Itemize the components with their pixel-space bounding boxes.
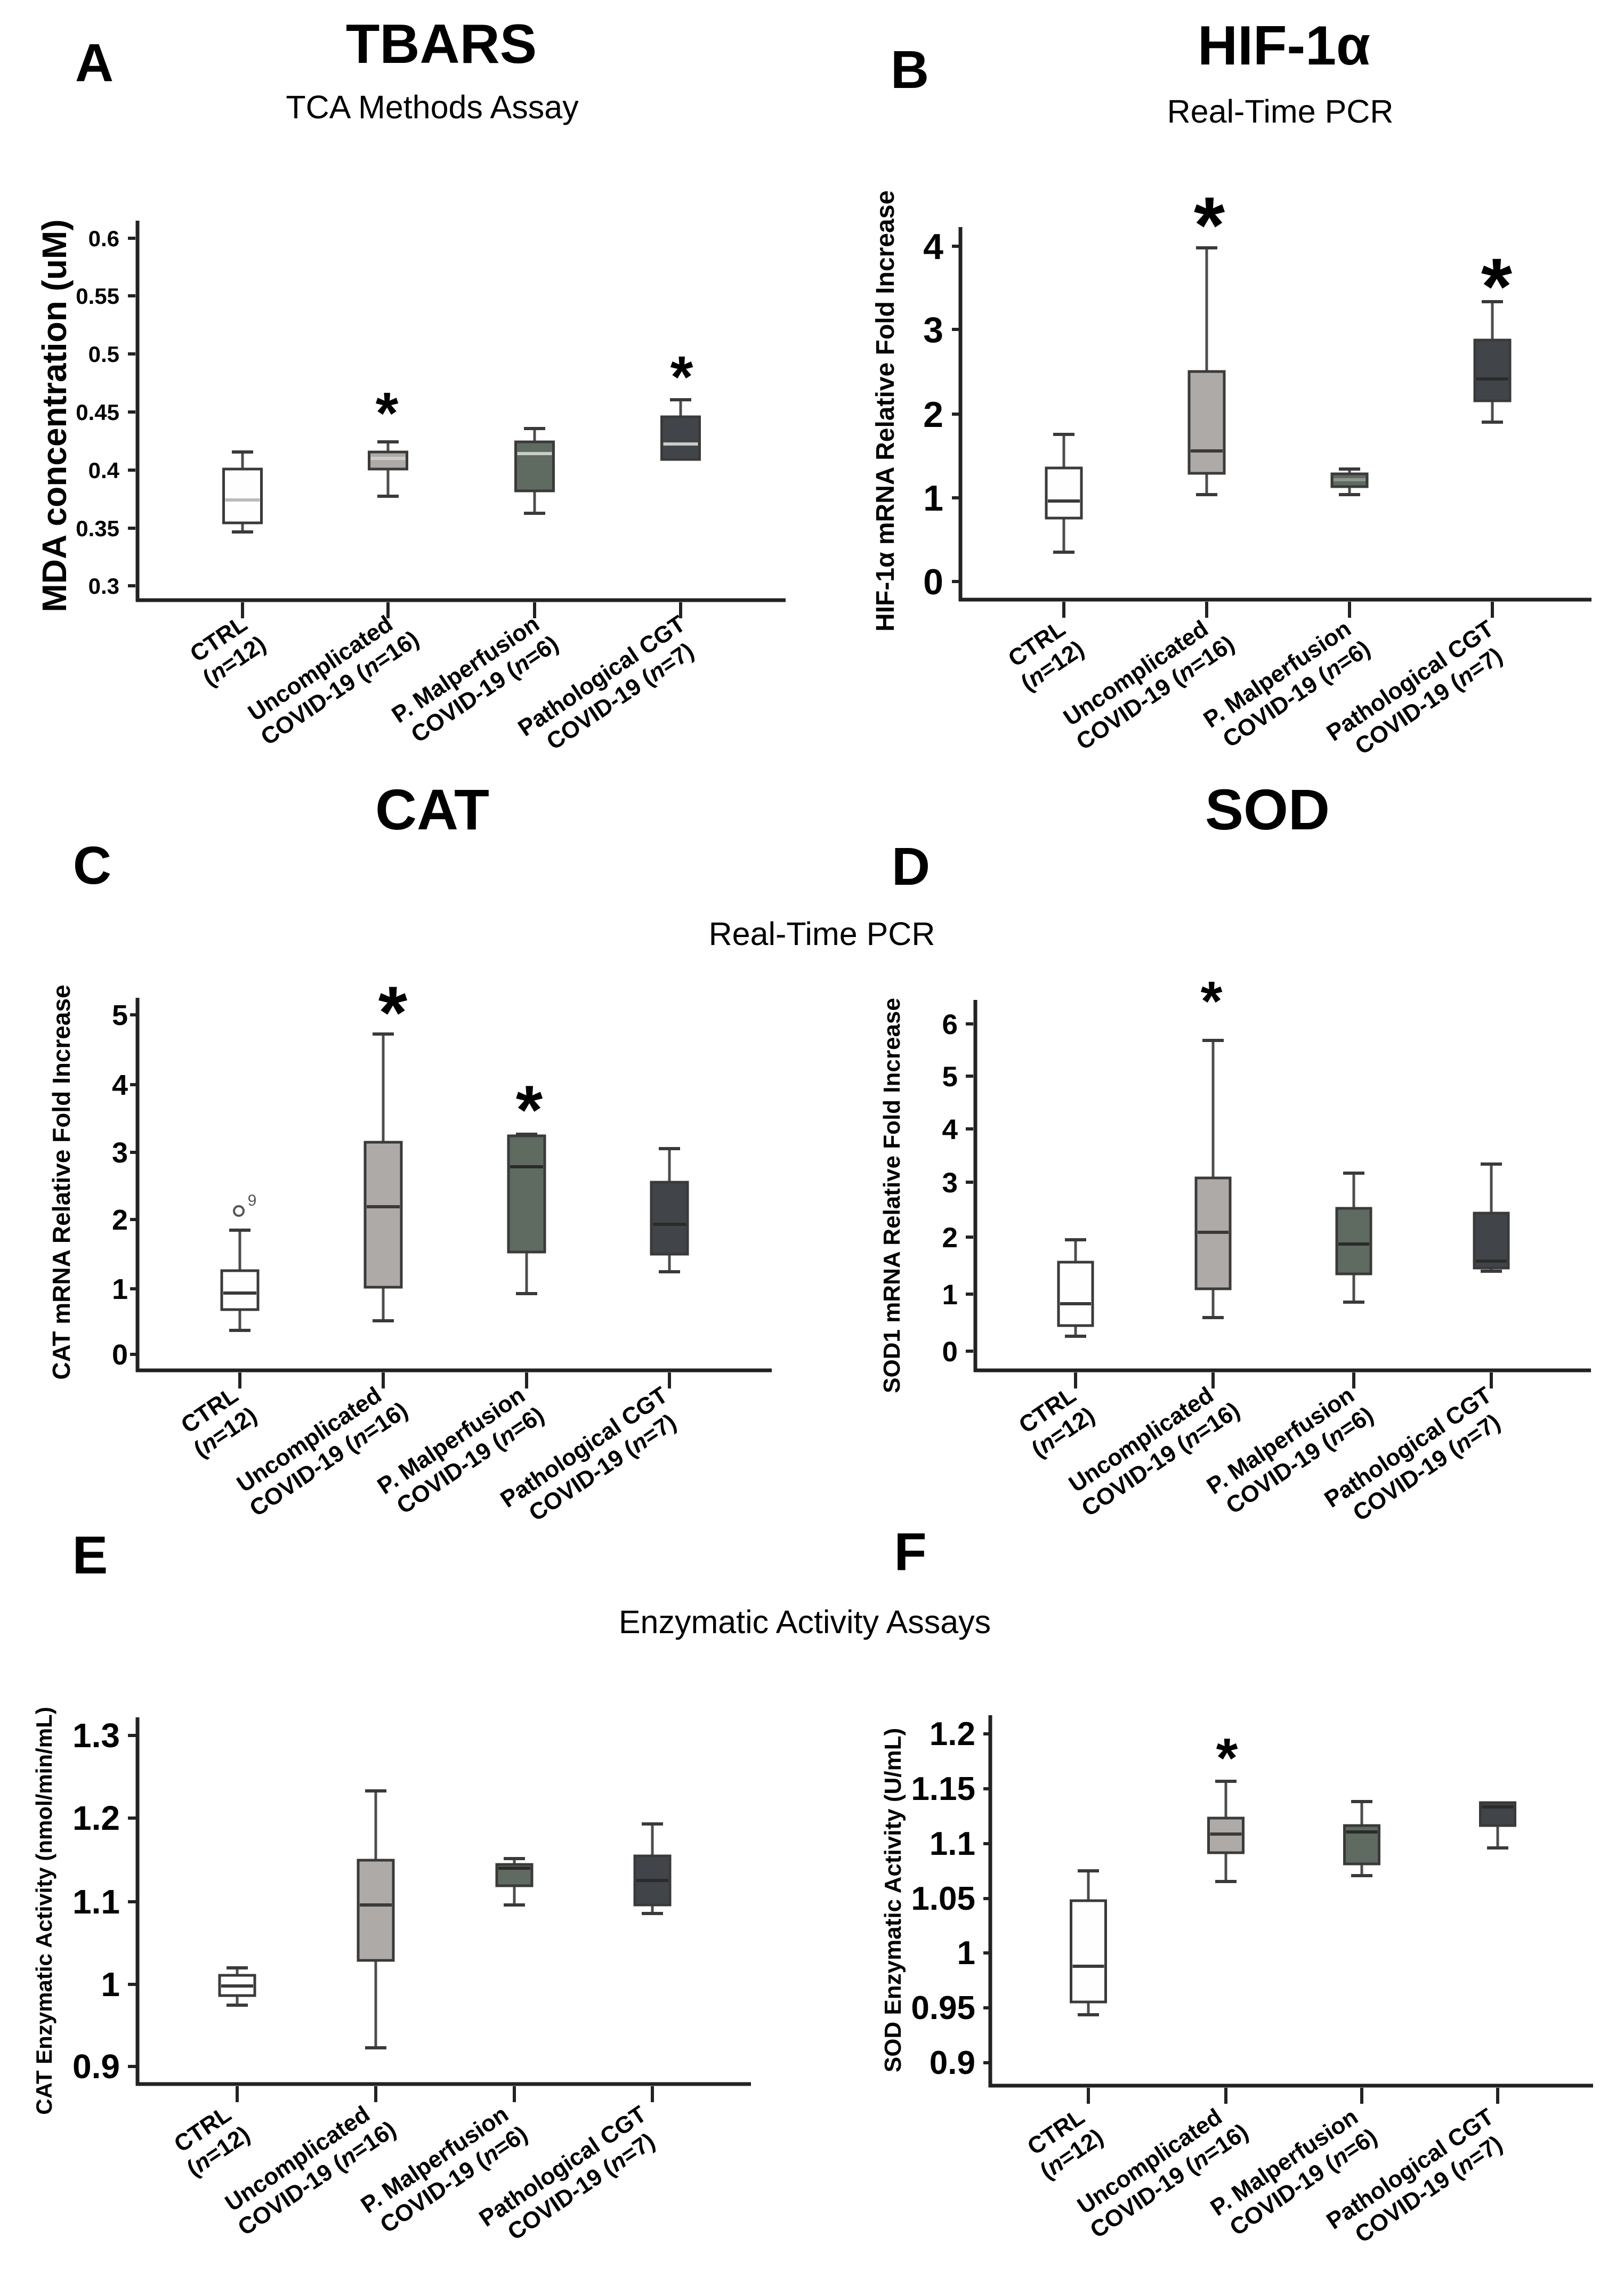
svg-text:SOD1 mRNA Relative Fold Increa: SOD1 mRNA Relative Fold Increase <box>879 998 905 1393</box>
svg-text:*: * <box>516 1071 543 1149</box>
svg-text:*: * <box>670 344 693 410</box>
svg-text:*: * <box>1481 241 1513 331</box>
svg-text:3: 3 <box>923 310 943 350</box>
svg-text:0.35: 0.35 <box>76 516 119 541</box>
svg-text:*: * <box>376 381 399 446</box>
svg-text:C: C <box>73 836 111 895</box>
svg-text:9: 9 <box>248 1192 257 1209</box>
svg-text:CAT Enzymatic Activity (nmol/m: CAT Enzymatic Activity (nmol/min/mL) <box>31 1707 56 2114</box>
svg-text:3: 3 <box>942 1167 958 1199</box>
svg-text:1.15: 1.15 <box>911 1771 975 1807</box>
svg-text:4: 4 <box>942 1114 958 1145</box>
svg-text:B: B <box>891 40 929 100</box>
svg-text:0: 0 <box>923 562 943 602</box>
svg-text:D: D <box>892 837 930 897</box>
svg-text:0.4: 0.4 <box>88 458 120 483</box>
svg-text:0.9: 0.9 <box>930 2045 975 2081</box>
svg-text:Enzymatic Activity Assays: Enzymatic Activity Assays <box>619 1604 991 1640</box>
svg-text:6: 6 <box>942 1009 958 1040</box>
svg-text:CAT mRNA Relative Fold Increas: CAT mRNA Relative Fold Increase <box>47 984 75 1379</box>
svg-text:3: 3 <box>112 1137 128 1169</box>
svg-text:0.3: 0.3 <box>88 574 119 599</box>
svg-text:2: 2 <box>942 1222 958 1254</box>
svg-text:TBARS: TBARS <box>346 13 537 75</box>
svg-text:F: F <box>894 1522 926 1582</box>
svg-text:TCA Methods Assay: TCA Methods Assay <box>286 89 579 125</box>
svg-text:0.9: 0.9 <box>72 2047 120 2086</box>
svg-text:*: * <box>1216 1727 1238 1789</box>
svg-text:0.55: 0.55 <box>76 284 119 309</box>
svg-text:1.1: 1.1 <box>72 1883 120 1921</box>
svg-text:4: 4 <box>112 1069 128 1101</box>
svg-text:0.95: 0.95 <box>911 1990 975 2026</box>
svg-text:4: 4 <box>923 227 943 267</box>
svg-text:MDA concentration (uM): MDA concentration (uM) <box>35 219 74 612</box>
svg-text:SOD: SOD <box>1205 777 1330 842</box>
svg-text:*: * <box>378 971 408 1054</box>
svg-text:1: 1 <box>112 1273 128 1305</box>
svg-text:2: 2 <box>923 394 943 435</box>
svg-text:1.2: 1.2 <box>72 1799 120 1837</box>
svg-text:1: 1 <box>101 1965 120 2004</box>
svg-text:HIF-1α mRNA Relative Fold Incr: HIF-1α mRNA Relative Fold Increase <box>871 190 900 632</box>
svg-text:0.6: 0.6 <box>88 226 119 251</box>
svg-text:5: 5 <box>112 999 128 1031</box>
svg-text:Real-Time PCR: Real-Time PCR <box>1167 93 1394 130</box>
svg-text:1: 1 <box>942 1279 958 1311</box>
svg-text:1.1: 1.1 <box>930 1826 975 1862</box>
svg-text:*: * <box>1201 970 1223 1032</box>
svg-text:E: E <box>72 1525 108 1585</box>
svg-text:2: 2 <box>112 1204 128 1236</box>
svg-text:0.45: 0.45 <box>76 400 119 425</box>
svg-text:1.05: 1.05 <box>911 1880 975 1917</box>
svg-text:1: 1 <box>923 478 943 519</box>
svg-text:0: 0 <box>942 1336 958 1368</box>
svg-text:1.3: 1.3 <box>72 1716 120 1755</box>
svg-text:1: 1 <box>957 1935 975 1972</box>
svg-text:5: 5 <box>942 1061 958 1093</box>
svg-text:HIF-1α: HIF-1α <box>1198 15 1370 77</box>
svg-text:CAT: CAT <box>375 777 489 842</box>
svg-text:0: 0 <box>112 1339 128 1371</box>
svg-text:0.5: 0.5 <box>88 342 119 367</box>
svg-text:1.2: 1.2 <box>930 1716 975 1753</box>
svg-text:SOD Enzymatic Activity (U/mL): SOD Enzymatic Activity (U/mL) <box>880 1728 906 2072</box>
svg-text:Real-Time PCR: Real-Time PCR <box>709 916 935 952</box>
svg-text:*: * <box>1194 180 1225 270</box>
svg-text:A: A <box>75 33 114 93</box>
